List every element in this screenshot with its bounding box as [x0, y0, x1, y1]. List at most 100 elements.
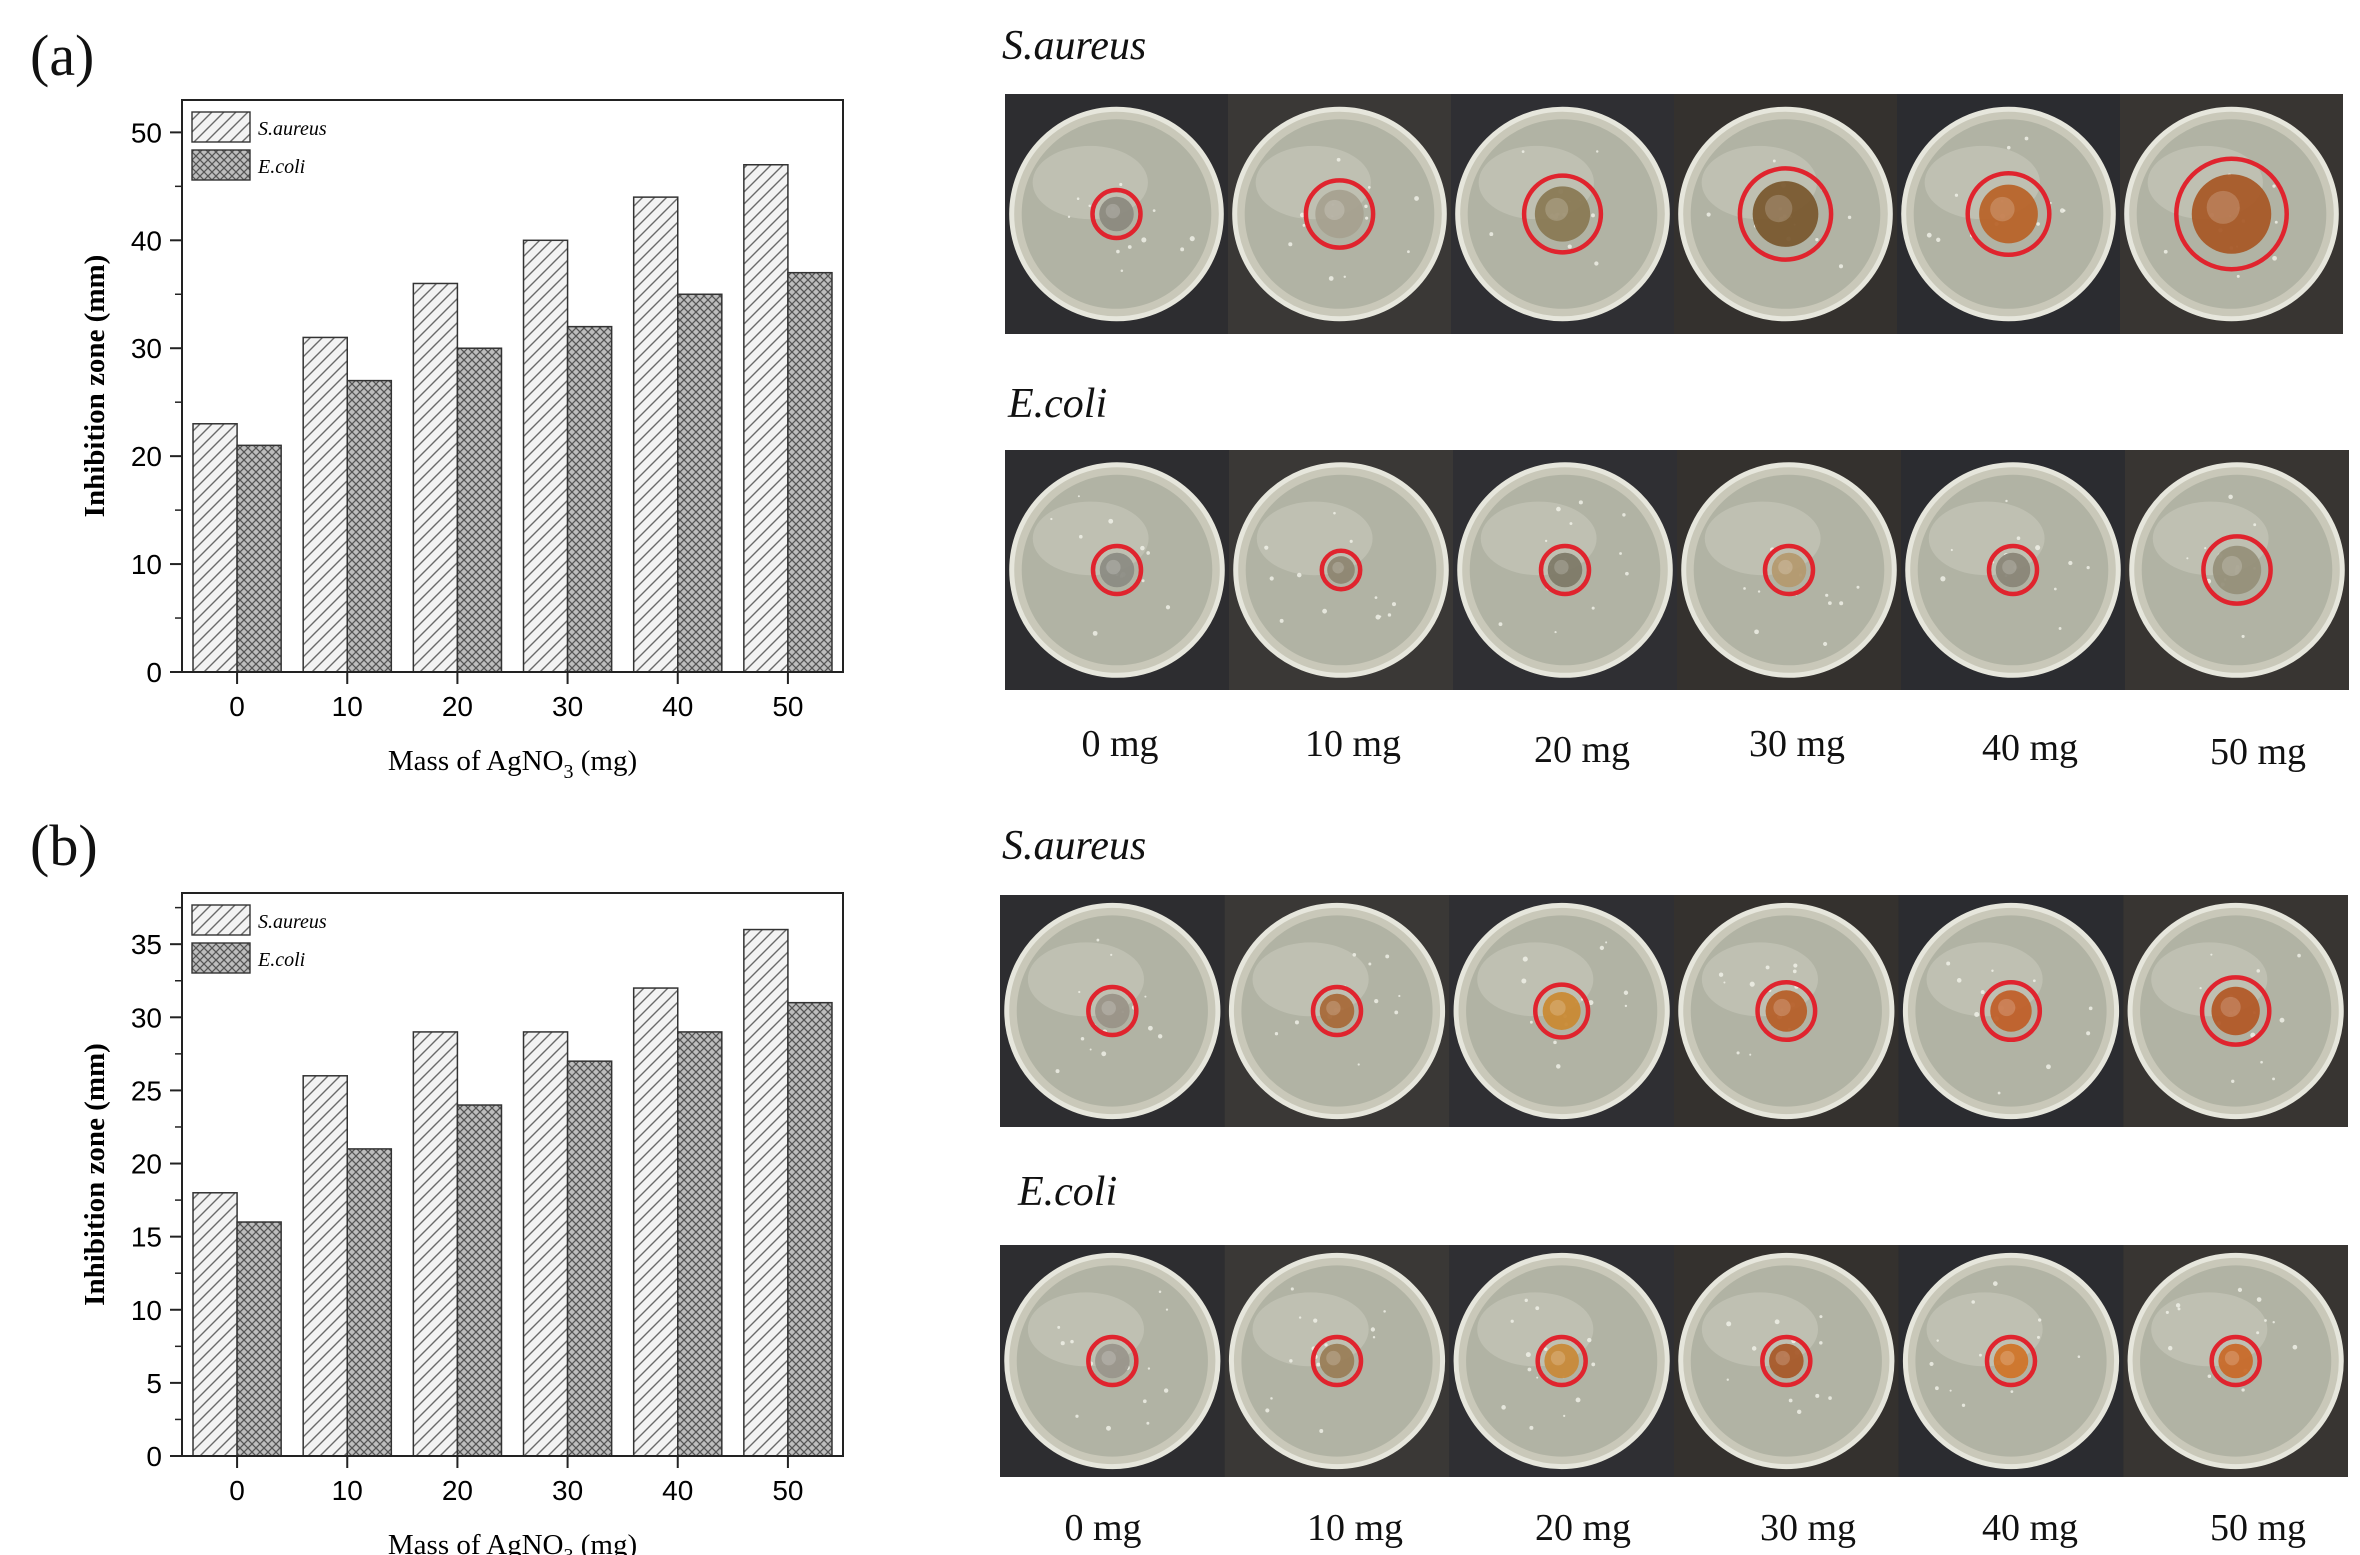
agar-speck	[1529, 1425, 1534, 1430]
colony-highlight	[2206, 190, 2240, 224]
x-tick-label: 20	[442, 691, 473, 722]
agar-speck	[1591, 213, 1595, 218]
agar-speck	[2292, 1344, 2298, 1350]
agar-speck	[1055, 1069, 1060, 1074]
colony-sample	[1315, 189, 1364, 239]
petri-dish	[1674, 94, 1897, 334]
mass-label: 50 mg	[2209, 731, 2307, 773]
agar-speck	[2035, 545, 2041, 551]
x-tick-label: 40	[662, 691, 693, 722]
agar-speck	[2063, 209, 2066, 212]
chart-plot-area: 0 5 10 15 20 25 30 35 0 10 20 30 40 50 Inhibition zone…	[79, 892, 844, 1555]
legend-label: E.coli	[257, 156, 305, 178]
colony-highlight	[1326, 1000, 1341, 1016]
agar-speck	[1365, 216, 1369, 220]
colony-sample	[1095, 1343, 1130, 1379]
bar-saureus	[192, 1192, 238, 1457]
agar-speck	[1754, 629, 1759, 635]
agar-speck	[1343, 275, 1346, 279]
colony-sample	[2211, 986, 2260, 1036]
agar-speck	[2256, 1297, 2262, 1302]
agar-speck	[1949, 1389, 1952, 1392]
agar-speck	[1374, 596, 1378, 599]
agar-speck	[1088, 204, 1091, 208]
bar-ecoli	[566, 1060, 613, 1457]
agar-speck	[1743, 587, 1746, 590]
bar-saureus	[632, 987, 679, 1457]
agar-speck	[1367, 186, 1371, 189]
agar-speck	[1605, 941, 1608, 944]
petri-dish	[1005, 94, 1228, 334]
colony-sample	[1547, 552, 1583, 588]
agar-speck	[1057, 1325, 1061, 1329]
agar-speck	[1521, 150, 1525, 154]
agar-speck	[2077, 1355, 2081, 1358]
agar-speck	[1522, 956, 1528, 962]
agar-speck	[1142, 1399, 1147, 1404]
photo-strip-b-ecoli	[1000, 1245, 2348, 1477]
colony-sample	[1993, 1343, 2029, 1379]
agar-speck	[1625, 571, 1629, 576]
agar-speck	[2165, 1310, 2169, 1314]
agar-speck	[2006, 145, 2011, 150]
agar-speck	[1553, 1040, 1557, 1045]
agar-speck	[1050, 517, 1053, 521]
bar-saureus	[302, 336, 348, 673]
petri-dish	[2123, 1245, 2348, 1477]
inhibition-zone-ring	[1310, 984, 1364, 1038]
agar-speck	[2059, 208, 2065, 213]
inhibition-zone-ring	[1755, 979, 1818, 1043]
colony-highlight	[1990, 196, 2015, 222]
agar-speck	[1796, 1409, 1802, 1415]
agar-speck	[1157, 1034, 1163, 1039]
agar-speck	[2272, 184, 2276, 188]
agar-speck	[1823, 641, 1828, 647]
agar-speck	[1521, 978, 1527, 984]
agar-speck	[2032, 979, 2036, 983]
y-tick-label: 30	[131, 1002, 162, 1033]
agar-speck	[1265, 1408, 1270, 1413]
y-tick-label: 0	[146, 1441, 162, 1472]
agar-speck	[1793, 963, 1798, 968]
inhibition-zone-ring	[1979, 979, 2043, 1043]
inhibition-zone-ring	[1984, 1334, 2038, 1388]
agar-speck	[1788, 1398, 1793, 1403]
agar-speck	[2086, 566, 2090, 570]
mass-label: 40 mg	[1981, 727, 2079, 769]
y-tick-label: 0	[146, 657, 162, 688]
colony-highlight	[1332, 561, 1344, 574]
agar-speck	[1596, 150, 1599, 153]
agar-speck	[1080, 1037, 1085, 1041]
bar-ecoli	[236, 444, 282, 673]
inhibition-zone-ring	[2209, 1334, 2262, 1388]
agar-speck	[1751, 1346, 1757, 1351]
agar-speck	[1847, 215, 1852, 220]
agar-speck	[1357, 1063, 1360, 1066]
petri-dish	[1000, 1245, 1225, 1477]
plot-frame	[181, 99, 844, 673]
legend-swatch	[191, 149, 251, 181]
agar-speck	[1825, 593, 1829, 597]
agar-speck	[1108, 518, 1114, 524]
agar-speck	[1619, 552, 1622, 555]
agar-speck	[1106, 1425, 1111, 1431]
mass-label: 50 mg	[2209, 1507, 2307, 1549]
agar-speck	[2068, 560, 2073, 566]
colony-highlight	[1778, 559, 1793, 575]
petri-dish	[1674, 1245, 1899, 1477]
agar-speck	[1375, 614, 1381, 620]
agar-speck	[1077, 495, 1080, 498]
plot-frame	[181, 892, 844, 1457]
agar-speck	[2168, 1345, 2173, 1351]
bar-saureus	[522, 1031, 569, 1457]
agar-speck	[1147, 1025, 1153, 1031]
agar-speck	[1936, 1339, 1939, 1342]
agar-speck	[2228, 494, 2233, 500]
agar-speck	[2274, 220, 2278, 224]
agar-speck	[1394, 1010, 1399, 1015]
inhibition-zone-ring	[1965, 170, 2052, 258]
agar-speck	[1370, 1327, 1376, 1332]
agar-speck	[1819, 1315, 1823, 1319]
agar-speck	[2086, 1031, 2091, 1036]
x-tick-label: 50	[772, 691, 803, 722]
